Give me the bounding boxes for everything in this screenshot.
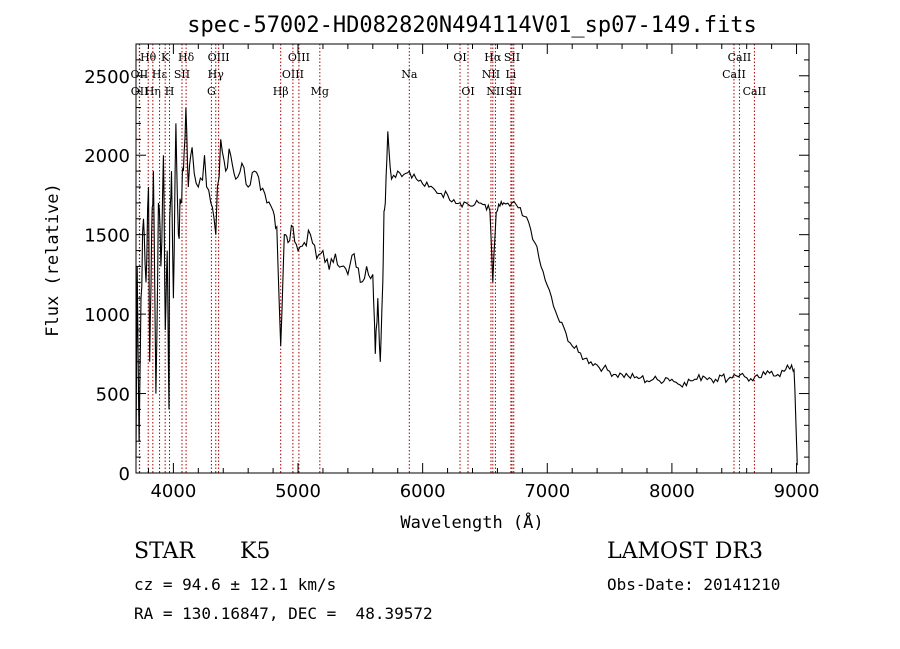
x-tick-label: 9000 — [774, 481, 820, 502]
spectral-line-label: SII — [504, 51, 520, 64]
spectral-line-label: NII — [486, 85, 504, 98]
obs-date-text: Obs-Date: 20141210 — [607, 575, 781, 594]
spectral-line-label: Hα — [484, 51, 502, 64]
redshift-text: cz = 94.6 ± 12.1 km/s — [134, 575, 337, 594]
x-tick-label: 5000 — [275, 481, 321, 502]
spectral-line-label: CaII — [728, 51, 752, 64]
spectral-line-label: G — [207, 85, 216, 98]
spectral-line-label: Li — [505, 68, 516, 81]
spectral-line-label: SII — [506, 85, 522, 98]
spectral-line-label: Mg — [311, 85, 329, 98]
spectral-line-label: OIII — [288, 51, 310, 64]
y-tick-label: 2000 — [84, 146, 130, 167]
spectral-line-label: Hθ — [140, 51, 157, 64]
x-tick-label: 6000 — [400, 481, 446, 502]
spectral-line-label: Hε — [152, 68, 168, 81]
spectral-line-label: OIII — [208, 51, 230, 64]
spectral-line-label: OI — [453, 51, 466, 64]
y-tick-label: 1500 — [84, 226, 130, 247]
y-tick-label: 2500 — [84, 67, 130, 88]
coordinates-text: RA = 130.16847, DEC = 48.39572 — [134, 604, 433, 623]
survey-label: LAMOST DR3 — [607, 539, 763, 564]
x-tick-label: 4000 — [150, 481, 196, 502]
spectral-line-label: H — [165, 85, 175, 98]
spectral-line-label: Hη — [145, 85, 161, 98]
y-axis-label: Flux (relative) — [43, 183, 63, 337]
spectral-line-label: NII — [482, 68, 500, 81]
chart-title: spec-57002-HD082820N494114V01_sp07-149.f… — [187, 13, 757, 38]
y-tick-label: 0 — [119, 464, 130, 485]
y-tick-label: 1000 — [84, 305, 130, 326]
object-class: STAR — [134, 539, 195, 564]
spectral-line-label: Hδ — [178, 51, 195, 64]
spectral-line-label: Na — [401, 68, 418, 81]
x-axis-label: Wavelength (Å) — [400, 511, 543, 533]
spectral-line-label: SII — [174, 68, 190, 81]
x-tick-label: 7000 — [524, 481, 570, 502]
spectral-line-label: OIII — [282, 68, 304, 81]
object-subclass: K5 — [240, 539, 271, 564]
y-tick-label: 500 — [96, 385, 130, 406]
spectral-line-label: OI — [461, 85, 474, 98]
spectral-line-label: CaII — [722, 68, 746, 81]
spectral-line-label: CaII — [743, 85, 767, 98]
x-tick-label: 8000 — [649, 481, 695, 502]
spectral-line-label: Hγ — [208, 68, 225, 81]
spectrum-trace — [135, 107, 798, 466]
spectral-line-label: OII — [131, 68, 149, 81]
spectral-line-label: K — [161, 51, 170, 64]
spectral-line-label: Hβ — [273, 85, 289, 98]
plot-frame — [135, 43, 810, 474]
